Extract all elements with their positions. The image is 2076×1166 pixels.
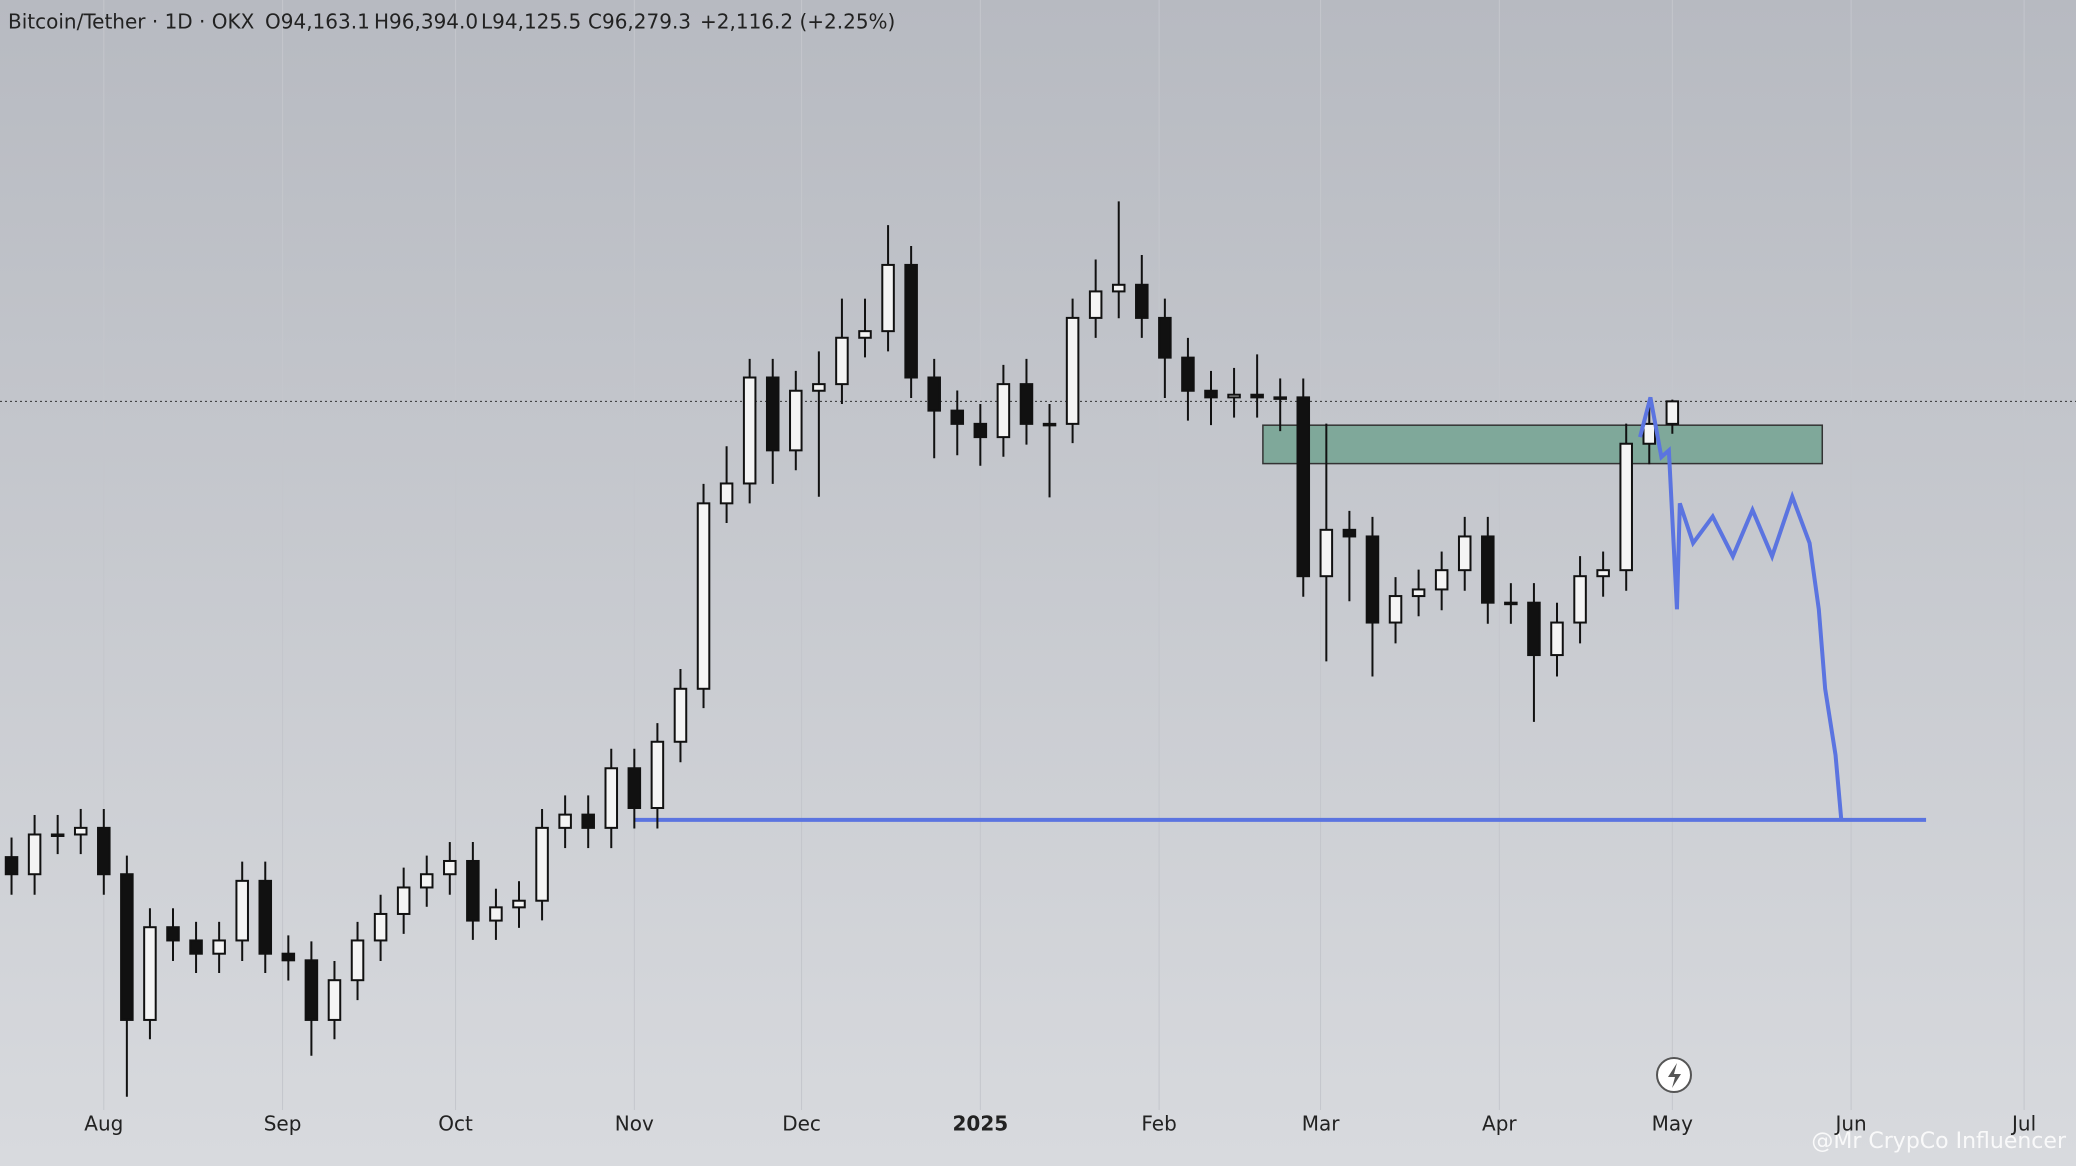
candle-body — [789, 389, 803, 452]
candle-body — [235, 879, 249, 942]
candle-body — [212, 939, 226, 955]
candle-body — [396, 886, 411, 915]
candle-body — [97, 826, 111, 876]
candle-body — [1250, 393, 1264, 399]
x-tick-label: Mar — [1302, 1112, 1341, 1136]
projection-line — [1638, 396, 1844, 821]
x-tick-label: Nov — [615, 1112, 654, 1136]
candle-body — [835, 336, 849, 386]
change: +2,116.2 (+2.25%) — [700, 10, 895, 34]
candle-body — [4, 856, 19, 876]
candle-body — [581, 813, 595, 829]
candle-body — [812, 383, 826, 392]
candle-body — [1158, 316, 1172, 359]
candle-body — [1619, 442, 1633, 572]
candle-body — [1088, 290, 1103, 319]
candle-body — [1042, 422, 1057, 427]
candle-body — [350, 939, 365, 982]
candle-body — [904, 263, 918, 379]
x-tick-label: Jul — [2010, 1112, 2036, 1136]
candle-body — [1596, 569, 1610, 578]
candle-body — [1365, 535, 1380, 624]
candle-body — [1181, 356, 1195, 392]
candle-body — [1550, 621, 1564, 657]
candle-body — [1296, 396, 1311, 578]
candle-body — [327, 979, 342, 1021]
watermark: @Mr CrypCo Influencer — [1811, 1129, 2067, 1154]
ohlc-low: L94,125.5 — [481, 10, 581, 34]
candle-body — [1204, 389, 1218, 399]
candle-body — [1065, 316, 1080, 425]
candle-body — [1504, 601, 1518, 606]
candle-body — [1273, 396, 1287, 400]
candle-body — [696, 502, 711, 690]
x-tick-label: Dec — [782, 1112, 821, 1136]
replay-icon[interactable] — [1656, 1057, 1692, 1093]
x-tick-label: Apr — [1482, 1112, 1517, 1136]
candle-body — [1342, 528, 1357, 538]
candle-body — [558, 813, 572, 829]
ohlc-close: C96,279.3 — [588, 10, 691, 34]
candle-body — [512, 899, 526, 909]
candle-body — [1481, 535, 1495, 604]
x-tick-label: Aug — [84, 1112, 123, 1136]
candle-body — [1434, 569, 1449, 591]
candle-body — [604, 767, 619, 829]
candle-body — [1573, 575, 1587, 624]
candle-body — [1111, 283, 1126, 293]
candle-body — [120, 873, 134, 1021]
candle-body — [143, 926, 157, 1021]
ohlc-high: H96,394.0 — [374, 10, 478, 34]
x-tick-label: Sep — [264, 1112, 302, 1136]
candle-body — [189, 939, 203, 955]
candle-body — [927, 376, 941, 412]
candle-body — [50, 833, 65, 837]
candle-body — [489, 906, 503, 922]
candle-body — [535, 826, 549, 902]
candle-body — [650, 740, 665, 809]
candle-body — [673, 687, 688, 743]
x-tick-label: Feb — [1141, 1112, 1176, 1136]
candle-body — [443, 859, 457, 876]
x-tick-label: Jun — [1833, 1112, 1866, 1136]
x-tick-label: 2025 — [952, 1112, 1008, 1136]
ohlc-open: O94,163.1 — [265, 10, 370, 34]
candle-body — [419, 873, 434, 889]
candle-body — [258, 879, 273, 955]
candle-body — [166, 926, 180, 942]
candle-body — [304, 959, 319, 1021]
candle-body — [1665, 400, 1680, 425]
candle-body — [373, 912, 388, 942]
candle-body — [765, 376, 780, 452]
candle-body — [1642, 422, 1657, 445]
candle-body — [1227, 393, 1241, 399]
candle-body — [881, 263, 895, 333]
candle-body — [950, 409, 965, 425]
candle-body — [1527, 601, 1541, 657]
candle-body — [1388, 595, 1403, 624]
x-tick-label: Oct — [438, 1112, 473, 1136]
x-tick-label: May — [1652, 1112, 1694, 1136]
candle-body — [27, 833, 42, 876]
candle-body — [466, 859, 480, 922]
candle-body — [858, 330, 872, 339]
candle-body — [281, 952, 296, 962]
symbol: Bitcoin/Tether · 1D · OKX — [8, 10, 255, 34]
candle-body — [627, 767, 642, 809]
candle-body — [1411, 588, 1426, 598]
candle-body — [73, 826, 88, 836]
zone — [1262, 424, 1824, 465]
plot — [0, 201, 2076, 1097]
candle-body — [1457, 535, 1472, 572]
candle-body — [1135, 283, 1149, 319]
candle-body — [1319, 528, 1334, 578]
candle-body — [996, 383, 1011, 439]
candle-body — [1019, 383, 1034, 425]
candle-body — [973, 422, 988, 439]
candle-body — [742, 376, 757, 485]
candle-body — [719, 482, 734, 505]
